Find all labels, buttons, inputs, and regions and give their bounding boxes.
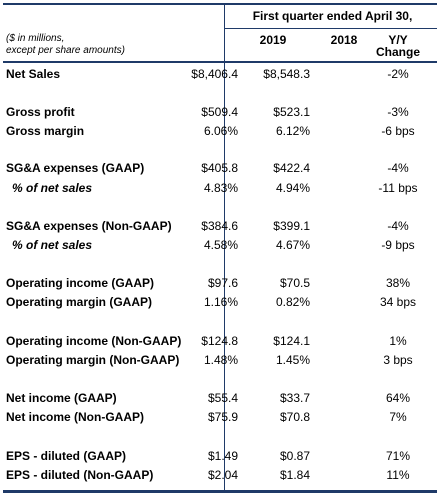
table-row: Operating income (GAAP) $97.6 $70.5 38%	[3, 274, 437, 292]
value-change: -4%	[387, 161, 409, 175]
value-2019: $75.9	[207, 410, 238, 424]
table-row: Operating margin (GAAP) 1.16% 0.82% 34 bps	[3, 293, 437, 311]
value-2019: $1.49	[207, 449, 238, 463]
value-2018: 6.12%	[275, 124, 310, 138]
value-change: -2%	[387, 67, 409, 81]
period-header: First quarter ended April 30,	[252, 9, 413, 23]
table-row: Net income (Non-GAAP) $75.9 $70.8 7%	[3, 408, 437, 426]
row-label: % of net sales	[12, 181, 93, 195]
value-2019: $124.8	[201, 334, 238, 348]
row-label: % of net sales	[12, 238, 93, 252]
value-2018: $523.1	[273, 105, 310, 119]
column-header-2019: 2019	[259, 33, 287, 47]
row-label: EPS - diluted (Non-GAAP)	[6, 468, 154, 482]
value-2019: $509.4	[201, 105, 238, 119]
value-2019: 1.16%	[203, 295, 238, 309]
table-row: EPS - diluted (GAAP) $1.49 $0.87 71%	[3, 447, 437, 465]
header-bottom-rule	[3, 61, 437, 63]
value-change: 38%	[385, 276, 411, 290]
value-2018: $70.5	[279, 276, 310, 290]
table-row: EPS - diluted (Non-GAAP) $2.04 $1.84 11%	[3, 466, 437, 484]
units-note-line1: ($ in millions,	[6, 33, 65, 44]
value-2018: $124.1	[273, 334, 310, 348]
row-label: Net income (Non-GAAP)	[6, 410, 144, 424]
value-change: -9 bps	[381, 238, 415, 252]
value-2019: $2.04	[207, 468, 238, 482]
value-2018: $399.1	[273, 219, 310, 233]
table-row: Operating income (Non-GAAP) $124.8 $124.1 1…	[3, 332, 437, 350]
table-top-rule	[3, 3, 437, 5]
value-2018: $422.4	[273, 161, 310, 175]
table-row: Net Sales $8,406.4 $8,548.3 -2%	[3, 65, 437, 83]
row-label: Operating margin (GAAP)	[6, 295, 153, 309]
table-row: % of net sales 4.83% 4.94% -11 bps	[3, 179, 437, 197]
column-divider	[224, 3, 225, 491]
value-change: -4%	[387, 219, 409, 233]
value-change: 7%	[389, 410, 407, 424]
value-2019: 1.48%	[203, 353, 238, 367]
value-2019: 4.58%	[203, 238, 238, 252]
table-row: Operating margin (Non-GAAP) 1.48% 1.45% 3 b…	[3, 351, 437, 369]
row-label: Gross profit	[6, 105, 75, 119]
table-row: SG&A expenses (Non-GAAP) $384.6 $399.1 -4%	[3, 217, 437, 235]
table-row: Gross profit $509.4 $523.1 -3%	[3, 103, 437, 121]
value-change: -3%	[387, 105, 409, 119]
value-change: -11 bps	[378, 181, 418, 195]
value-2019: 4.83%	[203, 181, 238, 195]
value-2019: $384.6	[201, 219, 238, 233]
row-label: EPS - diluted (GAAP)	[6, 449, 126, 463]
value-change: 3 bps	[383, 353, 413, 367]
row-label: Operating income (GAAP)	[6, 276, 155, 290]
value-2018: $1.84	[279, 468, 310, 482]
value-2018: $70.8	[279, 410, 310, 424]
row-label: Operating income (Non-GAAP)	[6, 334, 182, 348]
value-change: -6 bps	[381, 124, 415, 138]
table-bottom-rule	[3, 490, 437, 493]
value-2018: 0.82%	[275, 295, 310, 309]
table-row: Gross margin 6.06% 6.12% -6 bps	[3, 122, 437, 140]
row-label: Gross margin	[6, 124, 85, 138]
units-note-line2: except per share amounts)	[6, 45, 125, 56]
column-header-yy: Y/Y	[388, 33, 408, 47]
value-change: 1%	[389, 334, 407, 348]
value-change: 71%	[385, 449, 411, 463]
value-2019: $405.8	[201, 161, 238, 175]
value-change: 34 bps	[379, 295, 417, 309]
value-2019: $97.6	[207, 276, 238, 290]
period-underline	[224, 28, 437, 29]
value-2019: 6.06%	[203, 124, 238, 138]
value-2018: 4.67%	[275, 238, 310, 252]
row-label: Operating margin (Non-GAAP)	[6, 353, 180, 367]
row-label: SG&A expenses (GAAP)	[6, 161, 145, 175]
value-change: 11%	[386, 468, 410, 482]
value-2018: 4.94%	[275, 181, 310, 195]
value-change: 64%	[385, 391, 411, 405]
row-label: Net Sales	[6, 67, 61, 81]
value-2018: $0.87	[279, 449, 310, 463]
value-2018: $8,548.3	[263, 67, 310, 81]
column-header-change: Change	[375, 45, 420, 59]
value-2019: $55.4	[207, 391, 238, 405]
table-row: Net income (GAAP) $55.4 $33.7 64%	[3, 389, 437, 407]
column-header-2018: 2018	[330, 33, 358, 47]
table-row: % of net sales 4.58% 4.67% -9 bps	[3, 236, 437, 254]
row-label: SG&A expenses (Non-GAAP)	[6, 219, 172, 233]
table-row: SG&A expenses (GAAP) $405.8 $422.4 -4%	[3, 159, 437, 177]
value-2018: $33.7	[279, 391, 310, 405]
value-2018: 1.45%	[275, 353, 310, 367]
row-label: Net income (GAAP)	[6, 391, 117, 405]
value-2019: $8,406.4	[191, 67, 238, 81]
